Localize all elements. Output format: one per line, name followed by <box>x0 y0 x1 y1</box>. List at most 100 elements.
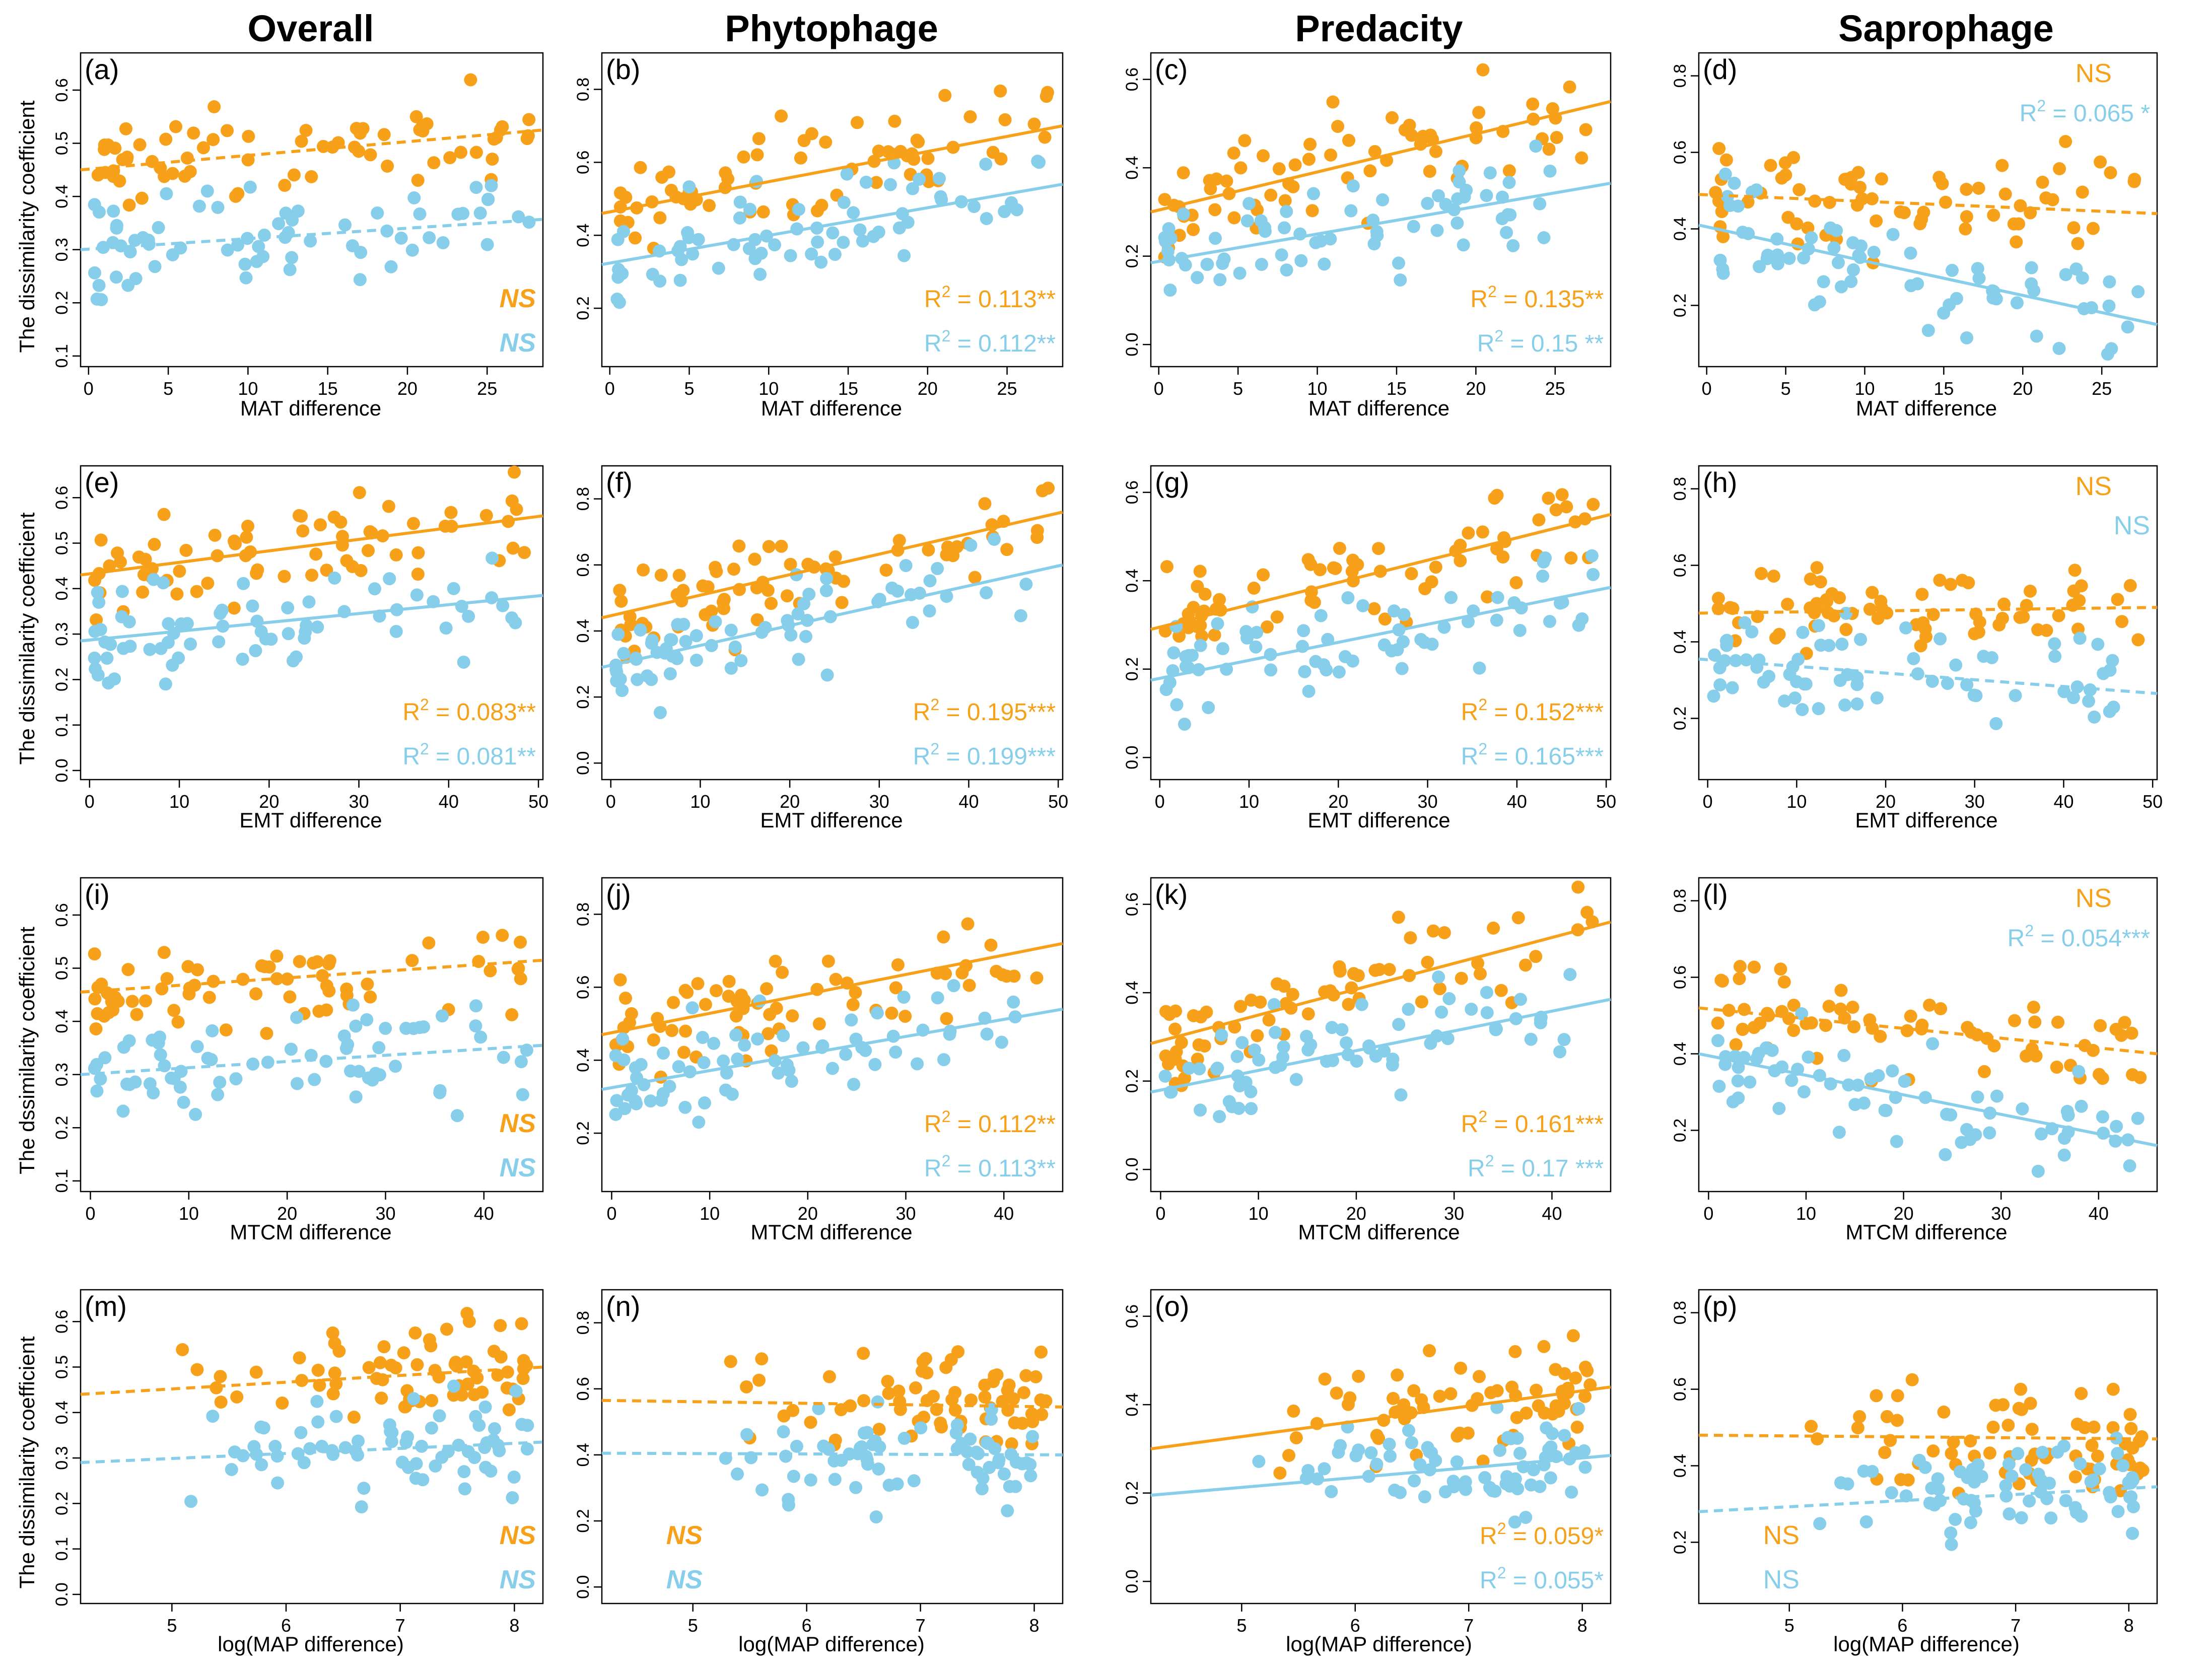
scatter-point-orange <box>2053 162 2066 176</box>
x-tick-label-n: 8 <box>1029 1615 1040 1636</box>
scatter-point-blue <box>1707 689 1720 703</box>
x-tick-label-g: 0 <box>1155 791 1165 812</box>
scatter-point-orange <box>748 552 762 566</box>
scatter-point-blue <box>1949 658 1963 672</box>
scatter-point-orange <box>275 1397 289 1410</box>
y-tick-label-g: 0.0 <box>1123 745 1142 769</box>
scatter-point-blue <box>385 1435 398 1448</box>
x-tick-label-g: 40 <box>1507 791 1527 812</box>
scatter-point-orange <box>653 211 667 225</box>
scatter-point-blue <box>940 590 953 603</box>
scatter-point-orange <box>2007 217 2021 231</box>
scatter-point-blue <box>1832 1126 1846 1139</box>
scatter-point-orange <box>1944 578 1958 591</box>
panel-label-k: (k) <box>1155 878 1188 910</box>
scatter-point-blue <box>353 273 367 287</box>
scatter-point-orange <box>1741 195 1755 209</box>
scatter-point-orange <box>1579 123 1593 136</box>
scatter-point-blue <box>474 1030 488 1044</box>
scatter-point-orange <box>2085 1438 2099 1452</box>
scatter-point-orange <box>892 534 906 547</box>
scatter-point-orange <box>1470 121 1483 134</box>
scatter-point-blue <box>672 1060 685 1074</box>
scatter-point-orange <box>1423 1344 1436 1358</box>
scatter-point-orange <box>181 960 195 973</box>
scatter-point-orange <box>322 957 335 970</box>
scatter-point-blue <box>213 1076 227 1089</box>
scatter-point-orange <box>762 1027 775 1040</box>
scatter-point-orange <box>1474 967 1487 981</box>
scatter-point-orange <box>828 550 842 564</box>
scatter-point-orange <box>103 559 116 573</box>
y-tick-label-g: 0.6 <box>1123 480 1142 504</box>
scatter-point-orange <box>2104 166 2117 179</box>
scatter-point-blue <box>1950 292 1963 305</box>
scatter-point-blue <box>768 238 781 252</box>
scatter-point-orange <box>1160 560 1173 574</box>
scatter-point-blue <box>88 1062 101 1075</box>
scatter-point-blue <box>1731 1074 1745 1088</box>
scatter-point-blue <box>1718 654 1732 667</box>
scatter-point-blue <box>733 195 747 209</box>
scatter-point-orange <box>1318 985 1332 999</box>
scatter-point-orange <box>249 987 263 1001</box>
scatter-point-blue <box>738 1038 751 1052</box>
scatter-point-blue <box>152 221 165 234</box>
scatter-point-blue <box>515 1418 529 1431</box>
scatter-point-orange <box>998 113 1012 126</box>
scatter-point-orange <box>227 601 241 615</box>
scatter-point-orange <box>1168 1022 1182 1036</box>
scatter-point-blue <box>1432 970 1445 984</box>
scatter-point-orange <box>1191 1053 1204 1066</box>
scatter-point-blue <box>678 1100 692 1114</box>
scatter-point-blue <box>1725 681 1739 694</box>
fit-line-orange <box>80 128 543 172</box>
scatter-point-orange <box>1511 911 1525 925</box>
scatter-point-blue <box>2075 1099 2088 1113</box>
scatter-point-blue <box>980 586 993 600</box>
scatter-point-orange <box>1823 195 1836 209</box>
scatter-point-orange <box>1915 213 1928 226</box>
scatter-point-blue <box>1712 1080 1726 1093</box>
scatter-point-orange <box>1851 166 1865 179</box>
scatter-point-blue <box>995 1035 1008 1049</box>
scatter-point-orange <box>846 998 860 1011</box>
x-tick-label-l: 40 <box>2089 1203 2109 1224</box>
x-tick-label-g: 20 <box>1328 791 1348 812</box>
y-tick-label-c: 0.2 <box>1123 244 1142 268</box>
scatter-point-blue <box>1332 665 1346 679</box>
scatter-point-blue <box>923 574 937 588</box>
x-tick-label-b: 20 <box>918 378 938 399</box>
panel-label-i: (i) <box>85 878 110 910</box>
scatter-point-orange <box>1304 594 1318 607</box>
scatter-point-orange <box>732 539 746 553</box>
scatter-point-orange <box>483 964 497 978</box>
scatter-point-orange <box>2068 1470 2082 1484</box>
scatter-point-blue <box>165 1071 178 1085</box>
scatter-point-blue <box>2107 701 2120 714</box>
scatter-point-orange <box>512 961 525 975</box>
scatter-point-blue <box>1430 224 1444 237</box>
y-tick-label-m: 0.3 <box>52 1446 72 1470</box>
scatter-point-blue <box>1813 1517 1827 1530</box>
scatter-point-orange <box>1722 1004 1736 1017</box>
scatter-point-orange <box>1787 151 1801 164</box>
scatter-point-blue <box>685 1001 699 1015</box>
scatter-point-blue <box>1177 207 1190 221</box>
scatter-point-orange <box>1177 166 1190 180</box>
scatter-point-blue <box>268 1440 282 1453</box>
scatter-point-blue <box>1457 238 1470 252</box>
scatter-point-blue <box>304 234 317 248</box>
scatter-point-orange <box>1774 962 1787 976</box>
scatter-point-orange <box>382 500 395 513</box>
y-tick-label-m: 0.0 <box>52 1582 72 1606</box>
y-tick-label-h: 0.2 <box>1671 707 1690 730</box>
scatter-point-orange <box>1289 1431 1303 1444</box>
scatter-point-blue <box>2131 1111 2145 1125</box>
scatter-point-blue <box>1912 1453 1926 1467</box>
scatter-point-orange <box>469 146 483 159</box>
scatter-point-blue <box>2057 1148 2071 1162</box>
scatter-point-orange <box>919 1352 932 1365</box>
scatter-point-blue <box>1502 176 1516 189</box>
scatter-point-blue <box>1249 640 1263 654</box>
